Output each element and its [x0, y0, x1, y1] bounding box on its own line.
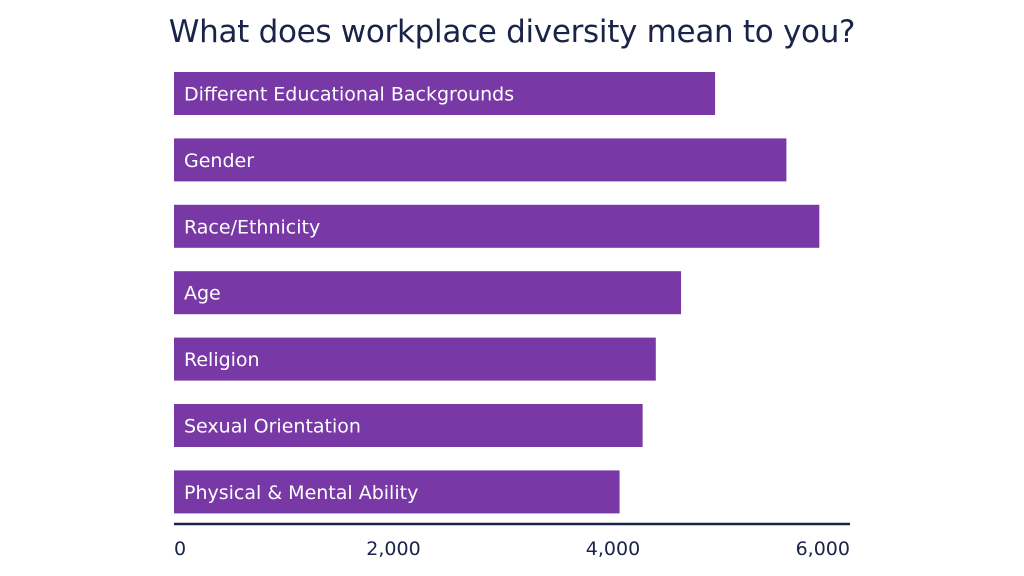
x-tick-label-6000: 6,000 [796, 538, 850, 560]
bar-label-different-educational-backgrounds: Different Educational Backgrounds [184, 84, 514, 106]
bars-group: Different Educational Backgrounds Gender R… [174, 72, 820, 514]
bar-label-religion: Religion [184, 349, 260, 371]
bar-label-race-ethnicity: Race/Ethnicity [184, 216, 320, 238]
bar-religion [174, 337, 656, 381]
x-tick-label-4000: 4,000 [586, 538, 640, 560]
bar-label-physical-mental-ability: Physical & Mental Ability [184, 482, 418, 504]
bar-different-educational-backgrounds [174, 72, 716, 115]
x-tick-label-2000: 2,000 [366, 538, 420, 560]
chart-title: What does workplace diversity mean to yo… [168, 14, 856, 50]
bar-gender [174, 138, 787, 182]
x-tick-label-0: 0 [174, 538, 186, 560]
bar-age [174, 271, 682, 315]
bar-label-gender: Gender [184, 150, 254, 172]
bar-race-ethnicity [174, 204, 820, 248]
bar-label-age: Age [184, 283, 221, 305]
bar-physical-mental-ability [174, 470, 620, 514]
bar-label-sexual-orientation: Sexual Orientation [184, 416, 361, 438]
bar-sexual-orientation [174, 404, 643, 447]
x-tick-labels: 0 2,000 4,000 6,000 [174, 538, 850, 560]
